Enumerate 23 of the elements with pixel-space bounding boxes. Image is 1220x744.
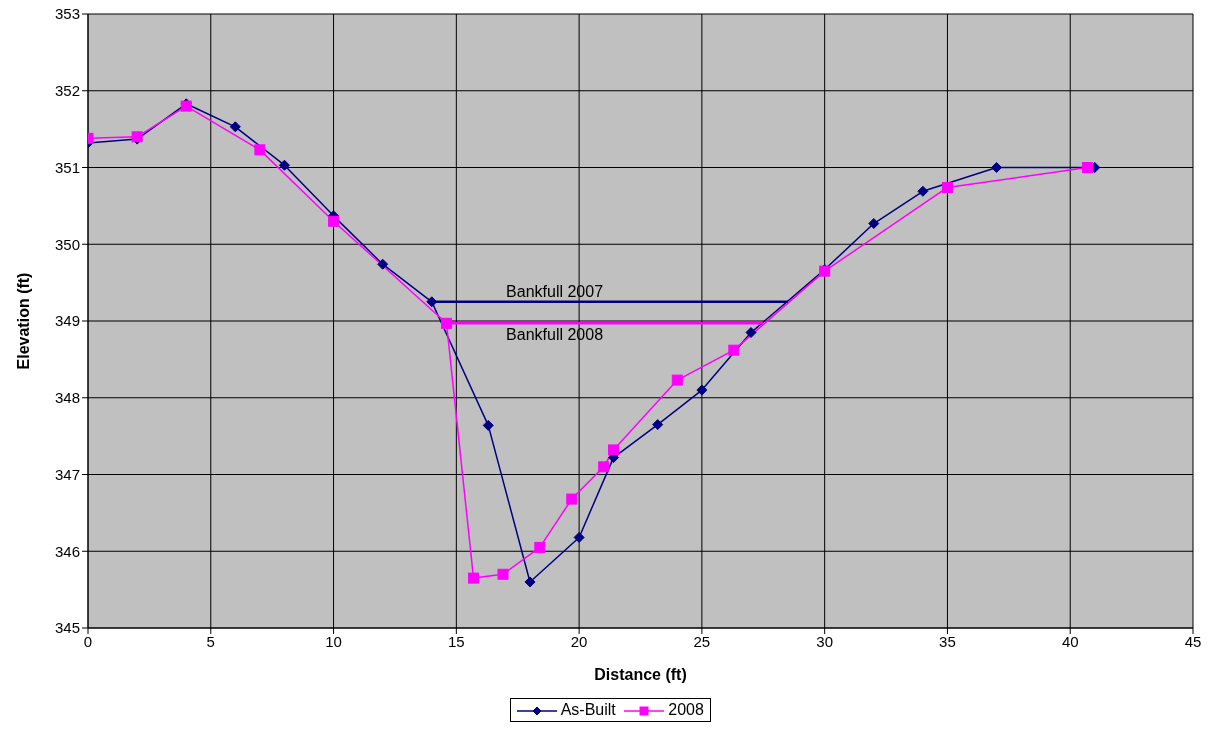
x-axis-title: Distance (ft) xyxy=(594,666,687,683)
y-tick-label: 348 xyxy=(54,389,80,407)
x-tick-label: 15 xyxy=(447,632,465,650)
y-tick-label: 350 xyxy=(54,235,80,253)
y-tick-label: 345 xyxy=(54,619,80,637)
x-tick-label: 35 xyxy=(939,632,956,650)
y-tick-label: 346 xyxy=(54,542,80,560)
y-tick-label: 347 xyxy=(54,465,80,483)
y-tick-label: 353 xyxy=(54,5,80,23)
x-tick-label: 20 xyxy=(570,632,588,650)
y-tick-label: 352 xyxy=(54,82,80,100)
y-tick-label: 351 xyxy=(54,158,80,176)
x-tick-label: 5 xyxy=(206,632,215,650)
x-tick-label: 30 xyxy=(816,632,834,650)
x-tick-label: 25 xyxy=(693,632,711,650)
x-tick-label: 0 xyxy=(83,632,93,650)
x-tick-label: 40 xyxy=(1061,632,1079,650)
y-axis-title: Elevation (ft) xyxy=(14,272,32,370)
legend-label: As-Built xyxy=(559,701,616,719)
y-tick-label: 349 xyxy=(54,312,80,330)
x-tick-label: 45 xyxy=(1184,632,1202,650)
x-tick-label: 10 xyxy=(325,632,342,650)
legend-label: 2008 xyxy=(667,701,704,719)
